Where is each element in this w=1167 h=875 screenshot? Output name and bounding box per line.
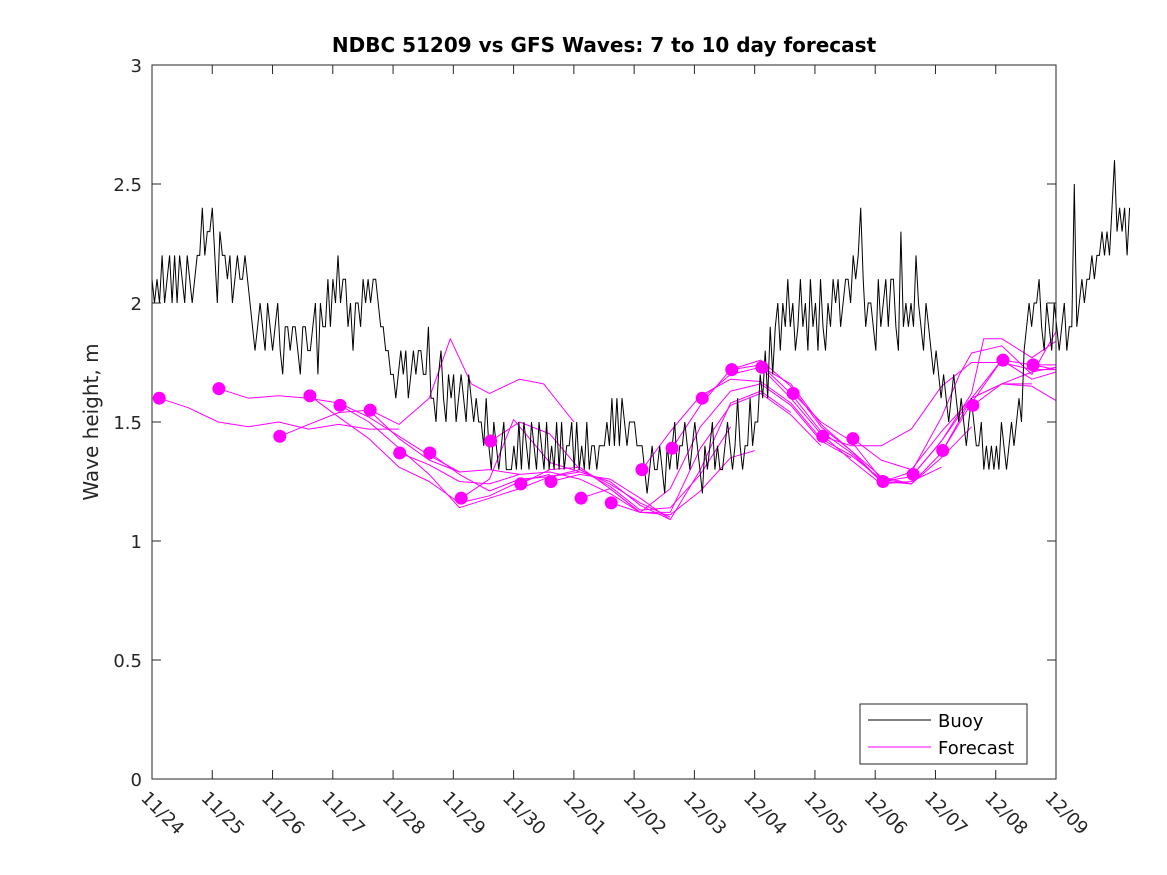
forecast-marker xyxy=(484,434,498,448)
forecast-run-line xyxy=(671,359,912,485)
y-tick-label: 0.5 xyxy=(113,651,142,672)
forecast-run-line xyxy=(279,409,520,475)
forecast-marker xyxy=(303,389,317,403)
forecast-marker xyxy=(363,403,377,417)
forecast-marker xyxy=(695,391,709,405)
forecast-marker xyxy=(816,429,830,443)
forecast-marker xyxy=(393,446,407,460)
legend: Buoy Forecast xyxy=(859,703,1028,765)
forecast-marker xyxy=(273,429,287,443)
forecast-marker xyxy=(846,432,860,446)
forecast-run-line xyxy=(309,395,550,504)
forecast-run-line xyxy=(611,383,852,513)
forecast-run-line xyxy=(339,404,580,509)
series-layer xyxy=(151,160,1131,521)
forecast-run-line xyxy=(972,366,1057,406)
legend-buoy-label: Buoy xyxy=(938,711,984,732)
forecast-marker xyxy=(665,441,679,455)
forecast-marker xyxy=(544,475,558,488)
forecast-run-line xyxy=(731,364,972,485)
forecast-marker xyxy=(725,363,739,377)
forecast-marker xyxy=(635,463,649,477)
y-tick-label: 1.5 xyxy=(113,413,142,434)
forecast-marker xyxy=(755,360,769,374)
y-axis-label: Wave height, m xyxy=(79,343,103,500)
forecast-marker xyxy=(423,446,437,460)
forecast-marker xyxy=(966,398,980,412)
forecast-run-line xyxy=(822,362,1056,447)
forecast-run-line xyxy=(580,392,822,513)
chart-title: NDBC 51209 vs GFS Waves: 7 to 10 day for… xyxy=(332,33,877,57)
legend-forecast-label: Forecast xyxy=(938,738,1014,759)
legend-box xyxy=(859,703,1028,765)
forecast-run-line xyxy=(882,331,1057,482)
y-tick-label: 2 xyxy=(131,294,142,315)
forecast-marker xyxy=(454,491,468,505)
buoy-line xyxy=(151,160,1131,494)
forecast-run-line xyxy=(369,338,575,425)
forecast-marker xyxy=(786,386,800,400)
forecast-marker xyxy=(212,382,226,396)
forecast-marker xyxy=(936,444,950,458)
forecast-marker xyxy=(996,353,1010,367)
forecast-marker xyxy=(574,491,588,505)
forecast-run-line xyxy=(550,390,792,521)
forecast-marker xyxy=(1026,358,1040,372)
y-tick-label: 0 xyxy=(131,770,142,791)
y-tick-label: 2.5 xyxy=(113,175,142,196)
forecast-marker xyxy=(152,391,166,405)
y-tick-label: 1 xyxy=(131,532,142,553)
plot-area xyxy=(152,65,1056,779)
forecast-run-line xyxy=(852,383,1057,471)
forecast-marker xyxy=(876,475,890,488)
forecast-marker xyxy=(514,477,528,491)
forecast-marker xyxy=(604,496,618,510)
forecast-marker xyxy=(333,398,347,412)
forecast-run-line xyxy=(399,452,641,513)
y-tick-label: 3 xyxy=(131,56,142,77)
forecast-run-line xyxy=(159,397,400,430)
forecast-run-line xyxy=(912,338,1057,475)
forecast-marker xyxy=(906,467,920,481)
